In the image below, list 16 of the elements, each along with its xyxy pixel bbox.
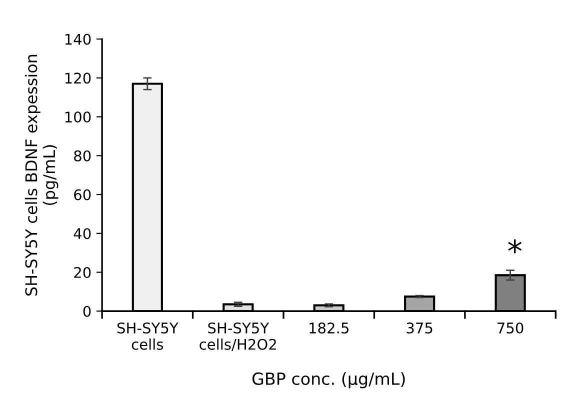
y-tick-label: 140 — [65, 34, 91, 45]
x-tick-label: 182.5 — [310, 322, 348, 334]
x-tick-label: 375 — [406, 322, 432, 334]
y-tick-label: 0 — [83, 306, 91, 317]
x-tick-label: SH-SY5Y cells/H2O2 — [200, 322, 276, 352]
y-tick-label: 80 — [74, 150, 91, 162]
x-tick-label: 750 — [498, 322, 524, 334]
y-tick-label: 100 — [65, 112, 91, 123]
annotation: * — [508, 239, 522, 254]
x-tick-label: SH-SY5Y cells — [117, 322, 178, 350]
y-tick-label: 40 — [74, 228, 91, 240]
y-axis-title: SH-SY5Y cells BDNF expession (pg/mL) — [24, 54, 58, 296]
x-axis-title: GBP conc. (μg/mL) — [252, 372, 405, 388]
y-tick-label: 20 — [74, 266, 91, 278]
y-tick-label: 120 — [65, 72, 91, 84]
y-tick-label: 60 — [74, 189, 91, 200]
